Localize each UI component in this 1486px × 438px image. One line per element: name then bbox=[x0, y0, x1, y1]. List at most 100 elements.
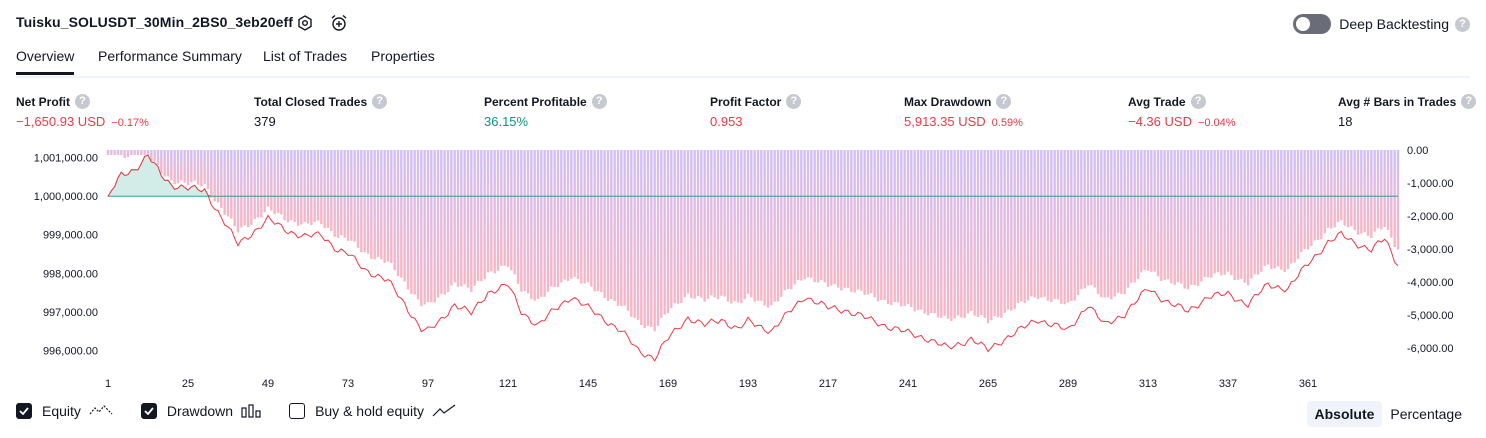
drawdown-bar bbox=[366, 150, 370, 254]
drawdown-bar bbox=[1386, 150, 1390, 231]
hexagon-gear-icon[interactable] bbox=[296, 14, 314, 32]
drawdown-bar bbox=[756, 150, 760, 301]
tab-overview[interactable]: Overview bbox=[16, 48, 75, 75]
checkbox-unchecked-icon[interactable] bbox=[289, 403, 306, 419]
drawdown-bar bbox=[673, 150, 676, 304]
drawdown-bar bbox=[1153, 150, 1156, 272]
drawdown-bar bbox=[1010, 150, 1013, 311]
drawdown-bar bbox=[936, 150, 940, 318]
drawdown-bar bbox=[433, 150, 436, 303]
drawdown-bar bbox=[1123, 150, 1126, 295]
drawdown-bar bbox=[1086, 150, 1090, 286]
drawdown-bar bbox=[1246, 150, 1250, 286]
info-icon[interactable]: ? bbox=[996, 94, 1012, 109]
drawdown-bar bbox=[270, 150, 273, 211]
drawdown-bar bbox=[986, 150, 990, 324]
drawdown-bar bbox=[360, 150, 363, 253]
drawdown-bar bbox=[1100, 150, 1103, 298]
drawdown-bar bbox=[1026, 150, 1030, 301]
legend-label: Drawdown bbox=[166, 403, 234, 419]
info-icon[interactable]: ? bbox=[75, 94, 90, 109]
drawdown-bar bbox=[1396, 150, 1400, 250]
drawdown-bar bbox=[186, 150, 190, 185]
legend-buy-hold-equity[interactable]: Buy & hold equity bbox=[289, 403, 456, 419]
right-tick-label: -1,000.00 bbox=[1407, 178, 1453, 190]
drawdown-bar bbox=[1020, 150, 1023, 302]
drawdown-bar bbox=[663, 150, 666, 315]
drawdown-bar bbox=[1116, 150, 1120, 293]
drawdown-bar bbox=[760, 150, 763, 301]
drawdown-bar bbox=[210, 150, 213, 198]
drawdown-bar bbox=[290, 150, 293, 221]
drawdown-bar bbox=[266, 150, 270, 207]
drawdown-bar bbox=[536, 150, 540, 299]
drawdown-bar bbox=[240, 150, 243, 228]
drawdown-bar bbox=[1053, 150, 1056, 299]
checkbox-checked-icon[interactable] bbox=[140, 403, 157, 419]
metric-label: Total Closed Trades bbox=[254, 94, 368, 109]
left-tick-label: 999,000.00 bbox=[43, 230, 98, 242]
drawdown-bar bbox=[960, 150, 963, 318]
drawdown-bar bbox=[1106, 150, 1110, 298]
equity-drawdown-chart[interactable]: 1,001,000.00 1,000,000.00 999,000.00 998,00… bbox=[0, 0, 1486, 400]
drawdown-bar bbox=[1366, 150, 1370, 236]
x-axis: 1 25 49 73 97 121 145 169 193 217 241 265 289 313 337 3… bbox=[105, 378, 1317, 390]
drawdown-bar bbox=[510, 150, 513, 271]
info-icon[interactable]: ? bbox=[372, 94, 388, 109]
metric-label: Avg Trade bbox=[1128, 94, 1186, 109]
right-tick-label: 0.00 bbox=[1407, 145, 1428, 157]
info-icon[interactable]: ? bbox=[591, 94, 607, 109]
drawdown-bar bbox=[1230, 150, 1233, 276]
drawdown-bar bbox=[793, 150, 796, 285]
drawdown-bar bbox=[1260, 150, 1263, 272]
tab-properties[interactable]: Properties bbox=[371, 48, 435, 64]
tab-performance-summary[interactable]: Performance Summary bbox=[98, 48, 242, 64]
drawdown-bar bbox=[753, 150, 756, 302]
drawdown-bar bbox=[780, 150, 783, 297]
checkbox-checked-icon[interactable] bbox=[16, 403, 32, 419]
drawdown-bar bbox=[1216, 150, 1220, 273]
strategy-title: Tuisku_SOLUSDT_30Min_2BS0_3eb20eff bbox=[16, 14, 294, 30]
drawdown-bar bbox=[273, 150, 276, 215]
drawdown-bar bbox=[1130, 150, 1133, 283]
mode-absolute-button[interactable]: Absolute bbox=[1306, 401, 1383, 427]
drawdown-bar bbox=[563, 150, 566, 280]
help-icon[interactable]: ? bbox=[1455, 16, 1470, 32]
drawdown-bar bbox=[1370, 150, 1373, 239]
info-icon[interactable]: ? bbox=[1190, 94, 1206, 109]
drawdown-bar bbox=[716, 150, 720, 300]
drawdown-bar bbox=[230, 150, 233, 219]
drawdown-bar bbox=[110, 150, 113, 155]
left-tick-label: 998,000.00 bbox=[43, 268, 98, 280]
drawdown-bar bbox=[300, 150, 303, 225]
right-tick-label: -3,000.00 bbox=[1407, 244, 1453, 256]
drawdown-bar bbox=[1133, 150, 1136, 283]
drawdown-bar bbox=[1013, 150, 1016, 309]
alarm-plus-icon[interactable] bbox=[330, 14, 348, 32]
info-icon[interactable]: ? bbox=[1461, 94, 1477, 109]
drawdown-bar bbox=[533, 150, 536, 301]
left-axis: 1,001,000.00 1,000,000.00 999,000.00 998,00… bbox=[34, 153, 98, 358]
drawdown-bar bbox=[1310, 150, 1313, 246]
mode-percentage-button[interactable]: Percentage bbox=[1390, 406, 1462, 422]
drawdown-bars-icon bbox=[241, 404, 261, 418]
drawdown-bar bbox=[1233, 150, 1236, 281]
drawdown-bar bbox=[1046, 150, 1050, 301]
drawdown-bar bbox=[580, 150, 583, 284]
info-icon[interactable]: ? bbox=[786, 94, 802, 109]
legend-equity[interactable]: Equity bbox=[16, 403, 113, 419]
drawdown-bar bbox=[976, 150, 980, 317]
drawdown-bar bbox=[833, 150, 836, 284]
drawdown-bar bbox=[680, 150, 683, 304]
drawdown-bar bbox=[886, 150, 890, 304]
drawdown-bar bbox=[293, 150, 296, 222]
tab-list-of-trades[interactable]: List of Trades bbox=[263, 48, 348, 64]
drawdown-bar bbox=[226, 150, 230, 217]
drawdown-bar bbox=[1363, 150, 1366, 233]
drawdown-bar bbox=[720, 150, 723, 296]
drawdown-bar bbox=[413, 150, 416, 295]
drawdown-bar bbox=[313, 150, 316, 222]
deep-backtesting-toggle[interactable] bbox=[1293, 14, 1332, 34]
drawdown-bar bbox=[153, 150, 156, 162]
legend-drawdown[interactable]: Drawdown bbox=[140, 403, 261, 419]
